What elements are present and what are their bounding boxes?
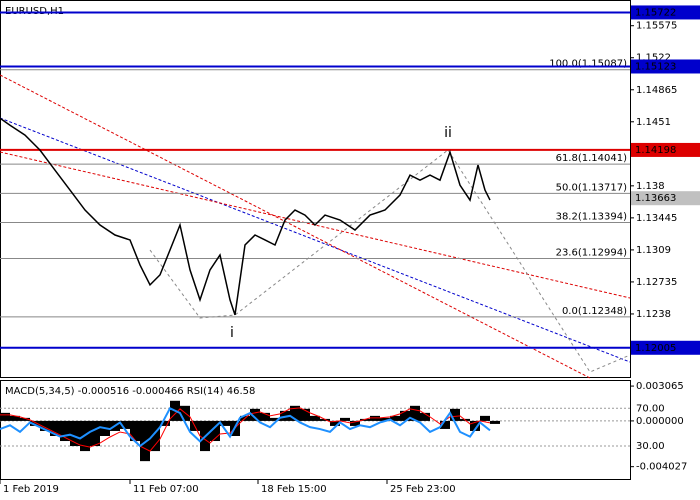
histogram-bar [410, 405, 420, 421]
histogram-bar [300, 408, 310, 421]
series-line [0, 407, 491, 452]
histogram-bar [260, 412, 270, 421]
histogram-bar [490, 420, 500, 424]
wave-label: i [230, 325, 234, 341]
indicator-title: MACD(5,34,5) -0.000516 -0.000466 RSI(14)… [5, 386, 255, 397]
wave-line [149, 149, 631, 373]
series-line [0, 406, 491, 448]
histogram-bar [120, 420, 130, 429]
series-line [0, 117, 491, 316]
y-tick-label: -0.004027 [636, 462, 687, 473]
histogram-bar [0, 412, 10, 421]
level-label: 1.12005 [635, 343, 676, 354]
x-tick-label: 25 Feb 23:00 [390, 484, 456, 495]
histogram-bar [220, 420, 230, 426]
histogram-bar [60, 420, 70, 442]
histogram-bar [130, 420, 140, 442]
histogram-bar [390, 415, 400, 421]
histogram-bar [150, 420, 160, 452]
histogram-bar [480, 415, 490, 421]
y-tick-label: 1.1309 [636, 245, 671, 256]
trend-lines [0, 74, 631, 379]
fib-label: 61.8(1.14041) [556, 153, 628, 164]
level-box [631, 5, 700, 20]
y-tick-label: 1.12735 [636, 277, 677, 288]
y-tick-label: 1.1238 [636, 309, 671, 320]
histogram-bar [310, 415, 320, 421]
histogram-bar [30, 420, 40, 426]
fib-label: 50.0(1.13717) [556, 182, 628, 193]
level-box [631, 340, 700, 355]
histogram-bar [330, 420, 340, 426]
histogram-bar [350, 420, 360, 426]
histogram-bar [270, 417, 280, 421]
y-tick-label: 1.15575 [636, 21, 677, 32]
y-tick-label: 1.138 [636, 181, 665, 192]
level-box [631, 142, 700, 157]
histogram-bar [340, 417, 350, 421]
fib-label: 0.0(1.12348) [562, 306, 627, 317]
histogram-bar [250, 408, 260, 421]
histogram-bar [210, 420, 220, 442]
histogram-bar [10, 415, 20, 421]
trend-line [0, 151, 631, 299]
indicator-frame [0, 380, 631, 480]
fib-label: 38.2(1.13394) [556, 211, 628, 222]
histogram-bar [40, 420, 50, 431]
histogram-bar [370, 415, 380, 421]
y2-tick-label: 30.00 [636, 441, 665, 452]
price-box [631, 191, 700, 206]
wave-label: ii [444, 125, 452, 141]
y2-tick-label: 70.00 [636, 403, 665, 414]
y-tick-label: 1.14865 [636, 85, 677, 96]
y-tick-label: 1.1451 [636, 117, 671, 128]
y-tick-label: 0.003065 [636, 381, 684, 392]
trend-line [0, 74, 591, 379]
histogram-bar [450, 408, 460, 421]
histogram-bar [90, 420, 100, 447]
x-tick-label: 18 Feb 15:00 [261, 484, 327, 495]
histogram-bar [420, 412, 430, 421]
histogram-bar [160, 420, 170, 426]
level-label: 1.15123 [635, 61, 676, 72]
price-frame [0, 0, 631, 378]
histogram-bar [380, 417, 390, 421]
x-tick-label: 1 Feb 2019 [3, 484, 59, 495]
x-tick-label: 11 Feb 07:00 [133, 484, 199, 495]
fib-label: 100.0(1.15087) [549, 59, 627, 70]
level-label: 1.15722 [635, 7, 676, 18]
trend-line [0, 117, 631, 363]
y-tick-label: 0.000000 [636, 416, 684, 427]
histogram-bar [20, 417, 30, 421]
histogram-bar [400, 410, 410, 421]
y-tick-label: 1.13445 [636, 213, 677, 224]
histogram-bar [290, 405, 300, 421]
level-label: 1.14198 [635, 145, 676, 156]
level-box [631, 59, 700, 74]
price-label: 1.13663 [635, 193, 676, 204]
histogram-bar [440, 420, 450, 429]
fib-label: 23.6(1.12994) [556, 248, 628, 259]
y-tick-label: 1.1522 [636, 53, 671, 64]
histogram-bar [470, 420, 480, 431]
histogram-bar [70, 420, 80, 447]
histogram-bar [50, 420, 60, 436]
